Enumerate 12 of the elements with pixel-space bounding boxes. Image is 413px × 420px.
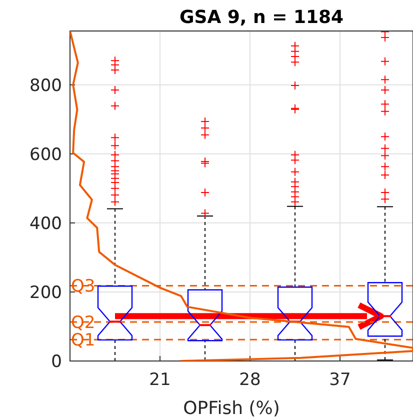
ref-line-label: Q1 <box>71 330 96 351</box>
y-tick-label: 0 <box>51 352 62 372</box>
text: 21 <box>149 370 171 390</box>
y-tick-label: 400 <box>30 214 62 234</box>
ref-line-label: Q2 <box>71 312 96 333</box>
y-tick-label: 600 <box>30 144 62 165</box>
text: 28 <box>239 370 261 390</box>
x-axis-title: OPFish (%) <box>183 398 280 419</box>
y-tick-label: 200 <box>30 282 62 303</box>
chart-title: GSA 9, n = 1184 <box>179 7 344 28</box>
text: 37 <box>329 370 351 390</box>
y-tick-label: 800 <box>30 76 62 96</box>
